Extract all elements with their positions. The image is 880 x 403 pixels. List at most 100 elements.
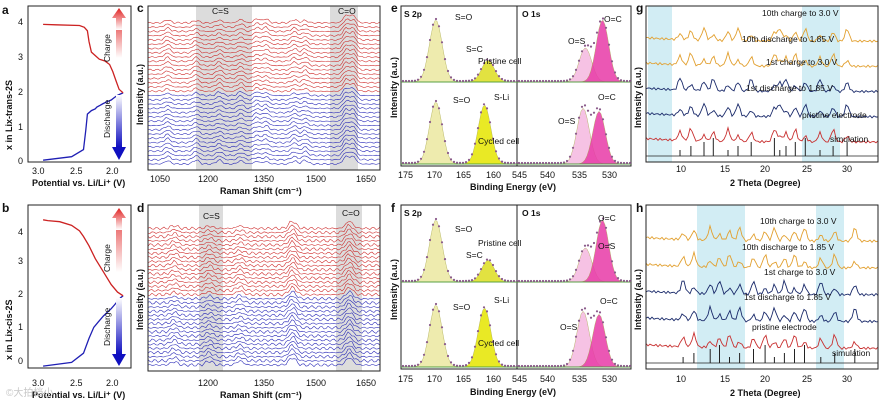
charge-label-b: Charge (102, 244, 112, 272)
xps-f-datapoint-0-41 (440, 241, 444, 244)
panel-label-d: d (137, 201, 144, 215)
xps-f-datapoint-3-101 (616, 364, 620, 367)
xps-e-datapoint-3-29 (544, 161, 548, 165)
xps-e-datapoint-1-32 (431, 105, 435, 108)
xps-f-datapoint-3-71 (586, 312, 590, 315)
xps-e-datapoint-0-77 (476, 73, 480, 76)
traces-d (147, 220, 381, 367)
trace-discharge-d-4 (147, 341, 381, 351)
xps-f-datapoint-0-5 (404, 279, 408, 283)
traces-g (645, 26, 879, 157)
ylabel-f: Intensity (a.u.) (389, 259, 399, 320)
peak-e-3: S-Li (494, 92, 509, 102)
xps-e-datapoint-1-50 (449, 158, 453, 161)
xps-e-datapoint-1-107 (506, 161, 510, 164)
trace-discharge-c-3 (147, 142, 381, 153)
xps-e-datapoint-3-110 (625, 161, 629, 165)
xps-f-datapoint-2-104 (619, 279, 623, 282)
xps-e-datapoint-1-89 (488, 121, 492, 124)
trace-discharge-c-7 (147, 125, 381, 136)
xps-e-datapoint-3-92 (607, 146, 611, 149)
xtick-f-6: 535 (572, 374, 587, 384)
xps-f-datapoint-0-98 (497, 275, 501, 278)
xtick-g-2: 20 (760, 164, 770, 174)
xps-e-datapoint-0-101 (500, 77, 504, 81)
xps-f-datapoint-0-107 (506, 279, 510, 282)
panel-d: d C=S C=O 1200 1350 1500 1650 Raman Shif… (135, 201, 381, 400)
xtick-c-0: 1050 (150, 174, 170, 184)
xps-f-datapoint-0-86 (485, 258, 489, 261)
xps-e-datapoint-1-77 (476, 127, 480, 130)
xps-f-datapoint-2-110 (625, 279, 629, 283)
xps-e-datapoint-2-2 (517, 79, 521, 83)
xps-e-datapoint-1-2 (401, 161, 405, 165)
xps-f-datapoint-0-74 (473, 277, 477, 280)
xps-e-datapoint-0-71 (470, 79, 474, 82)
xps-e-datapoint-1-92 (491, 137, 495, 140)
trace-discharge-c-14 (147, 95, 381, 106)
xps-e-datapoint-0-47 (446, 69, 450, 73)
xps-e-datapoint-3-38 (553, 161, 557, 165)
ytick-a-0: 0 (18, 156, 23, 166)
watermark: ©大拍档小 (6, 386, 53, 399)
xps-e-datapoint-0-95 (494, 70, 498, 73)
trace-label-h-3: 1st discharge to 1.85 V (744, 292, 831, 302)
xps-f-datapoint-1-92 (491, 340, 495, 343)
xps-e-datapoint-0-65 (464, 79, 468, 82)
xps-e-datapoint-1-71 (470, 153, 474, 156)
xps-e-datapoint-2-83 (598, 20, 602, 23)
xps-f-datapoint-1-29 (428, 323, 432, 327)
trace-charge-d-23 (147, 261, 381, 272)
xtick-f-1: 170 (427, 374, 442, 384)
xps-f-datapoint-3-92 (607, 349, 611, 352)
xps-f-datapoint-3-89 (604, 336, 608, 339)
trace-charge-c-30 (147, 26, 380, 37)
xps-e-datapoint-0-107 (506, 79, 510, 82)
trace-label-g-5: simulation (830, 134, 869, 144)
ytick-b-4: 4 (18, 227, 23, 237)
xps-f-datapoint-3-2 (517, 364, 521, 368)
xps-f-datapoint-1-5 (404, 364, 408, 368)
xps-f-datapoint-0-29 (428, 238, 432, 242)
xps-e-datapoint-1-80 (479, 111, 483, 114)
ylabel-a: x in Lix-trans-2S (4, 80, 14, 150)
xps-f-datapoint-0-83 (482, 262, 486, 265)
trace-discharge-c-6 (147, 129, 381, 140)
panel-g: g 10th charge to 3.0 V 10th discharge to… (633, 1, 879, 188)
trace-charge-c-33 (147, 14, 381, 25)
peak-e-4: O=S (568, 36, 586, 46)
xps-e-datapoint-2-47 (562, 79, 566, 82)
xps-e-datapoint-3-2 (517, 161, 521, 165)
xps-e-datapoint-1-110 (509, 161, 513, 165)
xps-e-datapoint-1-47 (446, 151, 450, 155)
highlight-h-0 (697, 205, 745, 369)
xps-e-datapoint-1-101 (500, 160, 504, 163)
peak-f-5: O=S (598, 241, 616, 251)
trace-charge-c-23 (147, 57, 381, 67)
trace-discharge-d-1 (147, 351, 381, 363)
trace-charge-c-21 (147, 66, 381, 76)
xps-f-datapoint-0-68 (467, 279, 471, 282)
xps-e-datapoint-0-32 (431, 23, 435, 26)
xps-f-datapoint-2-74 (589, 245, 593, 248)
xps-f-datapoint-1-65 (464, 364, 468, 367)
xps-e-datapoint-1-116 (515, 161, 519, 165)
axes-frame-a (27, 5, 132, 163)
xps-f-datapoint-3-68 (583, 307, 587, 310)
xps-f-datapoint-0-11 (410, 279, 414, 282)
xticks-b: 3.0 2.5 2.0 (32, 378, 119, 388)
xps-f-datapoint-3-113 (628, 364, 632, 368)
xps-f-datapoint-1-113 (512, 364, 516, 368)
xps-f-datapoint-3-47 (562, 364, 566, 367)
trace-discharge-c-13 (147, 99, 381, 110)
xps-f-datapoint-1-41 (440, 326, 444, 329)
xps-f-datapoint-2-113 (628, 279, 632, 283)
xps-f-datapoint-1-68 (467, 361, 471, 364)
xps-e-datapoint-0-8 (407, 79, 411, 83)
trace-charge-c-29 (147, 31, 381, 42)
xps-e-datapoint-0-44 (443, 58, 447, 61)
xps-f-datapoint-2-20 (535, 279, 539, 283)
peak-e-7: O=C (598, 92, 616, 102)
xps-e-datapoint-0-62 (461, 79, 465, 83)
peak-f-4: O=C (598, 213, 616, 223)
